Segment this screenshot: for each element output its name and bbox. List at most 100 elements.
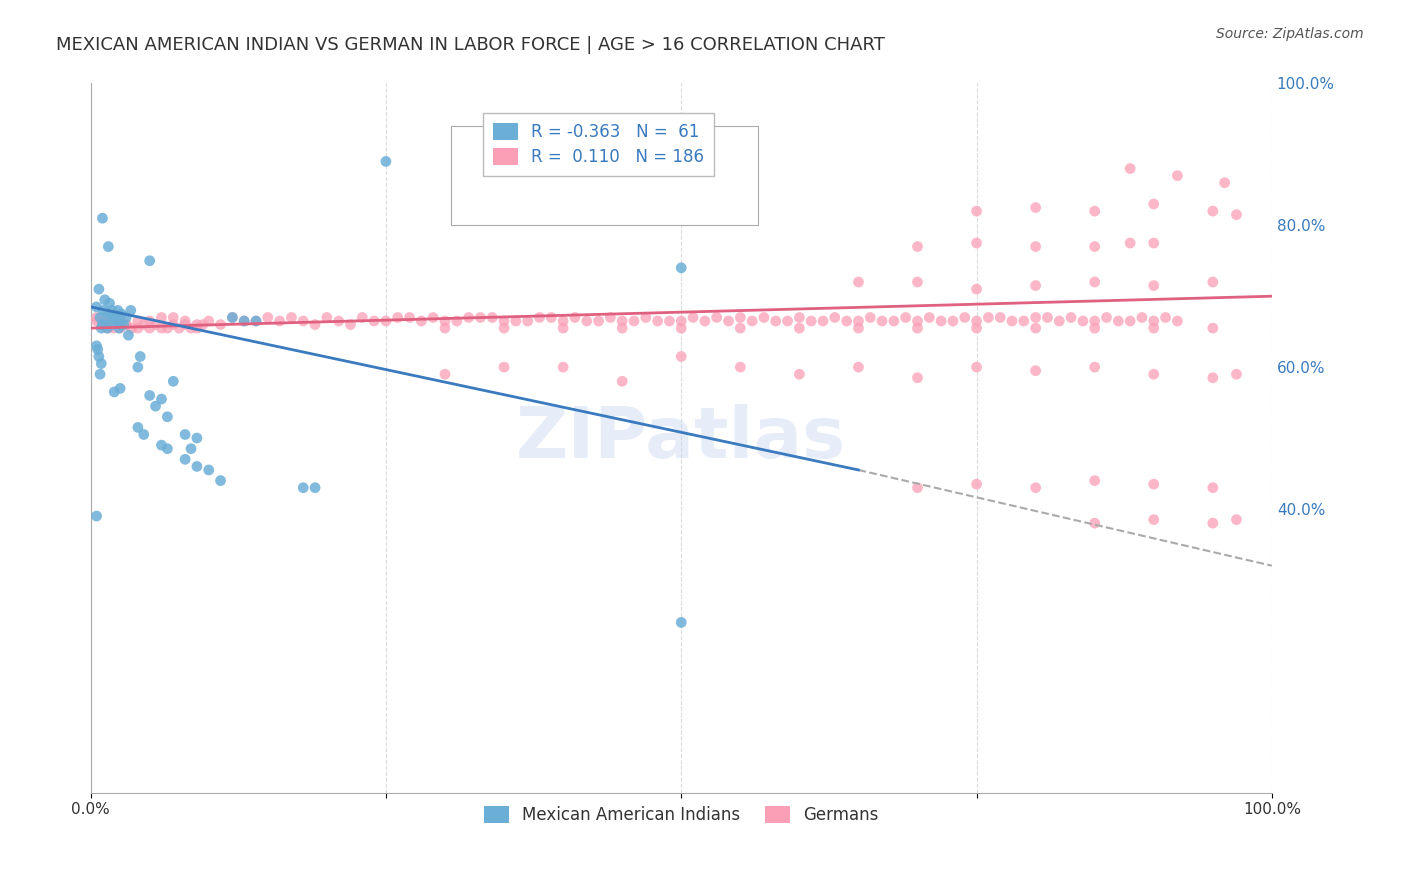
Point: [339, 318, 361, 332]
Point: [859, 310, 882, 325]
Point: [103, 318, 125, 332]
Point: [1084, 321, 1107, 335]
Point: [422, 310, 444, 325]
Point: [89, 310, 111, 325]
Point: [907, 371, 929, 385]
Point: [553, 321, 575, 335]
Point: [671, 314, 693, 328]
Point: [942, 314, 965, 328]
Point: [1025, 481, 1047, 495]
Point: [86, 314, 108, 328]
Point: [481, 310, 503, 325]
Text: MEXICAN AMERICAN INDIAN VS GERMAN IN LABOR FORCE | AGE > 16 CORRELATION CHART: MEXICAN AMERICAN INDIAN VS GERMAN IN LAB…: [56, 36, 886, 54]
Point: [138, 388, 160, 402]
Point: [1107, 314, 1129, 328]
Point: [108, 310, 131, 325]
Point: [1025, 364, 1047, 378]
Point: [671, 615, 693, 630]
Point: [907, 275, 929, 289]
Point: [186, 321, 208, 335]
Point: [174, 318, 197, 332]
Point: [120, 303, 142, 318]
Point: [150, 438, 173, 452]
Point: [1225, 208, 1247, 222]
Point: [1047, 314, 1070, 328]
Point: [1025, 321, 1047, 335]
Point: [86, 343, 108, 357]
Point: [398, 310, 420, 325]
Point: [588, 314, 610, 328]
Point: [741, 314, 763, 328]
Point: [623, 314, 645, 328]
Point: [115, 310, 138, 325]
Point: [789, 310, 811, 325]
Point: [115, 318, 138, 332]
Point: [966, 477, 988, 491]
Point: [1202, 321, 1225, 335]
Point: [90, 357, 112, 371]
Point: [127, 314, 149, 328]
Point: [129, 350, 152, 364]
Point: [167, 321, 190, 335]
Point: [91, 318, 114, 332]
Point: [94, 318, 117, 332]
Point: [162, 318, 184, 332]
Point: [86, 509, 108, 524]
Point: [174, 452, 197, 467]
Point: [1025, 278, 1047, 293]
Point: [953, 310, 976, 325]
Point: [191, 318, 214, 332]
Point: [180, 442, 202, 456]
Point: [221, 310, 243, 325]
Point: [91, 314, 114, 328]
Point: [97, 307, 120, 321]
Point: [1095, 310, 1118, 325]
Point: [86, 339, 108, 353]
Point: [1001, 314, 1024, 328]
Point: [87, 282, 110, 296]
Point: [1084, 275, 1107, 289]
Point: [434, 314, 457, 328]
FancyBboxPatch shape: [451, 126, 758, 226]
Point: [108, 318, 131, 332]
Point: [717, 314, 740, 328]
Point: [89, 368, 111, 382]
Point: [1143, 368, 1166, 382]
Point: [988, 310, 1011, 325]
Point: [180, 321, 202, 335]
Point: [1202, 516, 1225, 530]
Point: [105, 314, 128, 328]
Point: [1143, 278, 1166, 293]
Point: [1119, 161, 1142, 176]
Point: [671, 350, 693, 364]
Point: [1202, 275, 1225, 289]
Point: [411, 314, 433, 328]
Point: [103, 321, 125, 335]
Point: [1084, 239, 1107, 253]
Point: [658, 314, 681, 328]
Point: [221, 310, 243, 325]
Point: [599, 310, 621, 325]
Point: [966, 314, 988, 328]
Point: [1025, 310, 1047, 325]
Point: [516, 314, 538, 328]
Point: [824, 310, 846, 325]
Point: [848, 321, 870, 335]
Point: [647, 314, 669, 328]
Point: [197, 463, 219, 477]
Point: [1119, 314, 1142, 328]
Point: [730, 321, 752, 335]
Point: [1084, 360, 1107, 375]
Point: [150, 310, 173, 325]
Legend: Mexican American Indians, Germans: Mexican American Indians, Germans: [474, 796, 889, 834]
Point: [1119, 235, 1142, 250]
Point: [894, 310, 917, 325]
Point: [848, 314, 870, 328]
Point: [108, 381, 131, 395]
Point: [434, 321, 457, 335]
Point: [1084, 314, 1107, 328]
Point: [966, 321, 988, 335]
Point: [107, 303, 129, 318]
Point: [150, 321, 173, 335]
Point: [86, 300, 108, 314]
